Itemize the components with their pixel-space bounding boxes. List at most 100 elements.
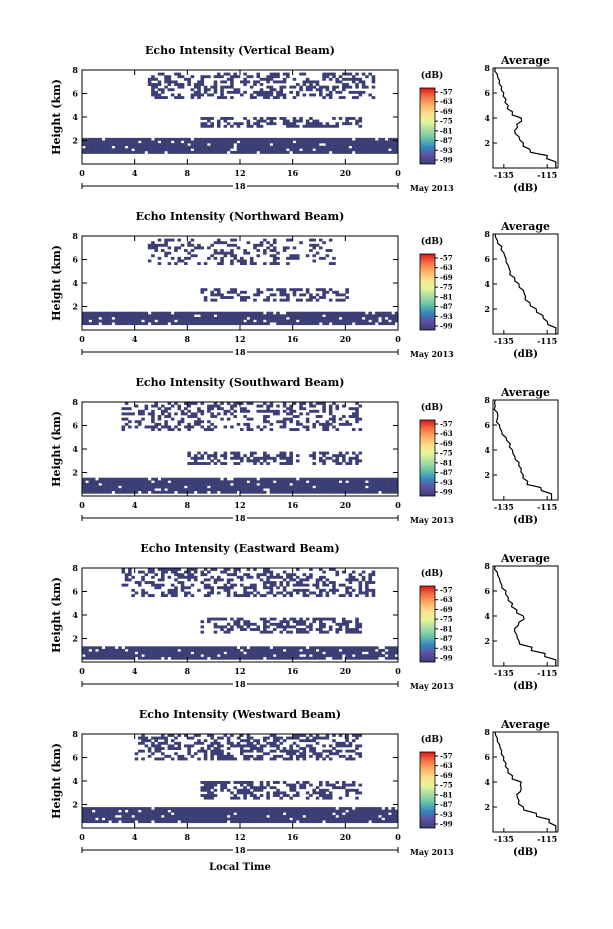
echo-cell <box>121 809 126 813</box>
echo-cell <box>342 454 346 458</box>
echo-cell <box>111 311 116 315</box>
echo-cell <box>170 488 175 492</box>
echo-cell <box>309 591 313 595</box>
echo-cell <box>203 482 208 486</box>
colorbar-tick-label: -99 <box>440 654 453 663</box>
echo-cell <box>154 814 159 818</box>
echo-cell <box>279 581 284 584</box>
echo-cell <box>299 311 303 315</box>
echo-cell <box>131 316 135 320</box>
echo-cell <box>200 412 205 416</box>
echo-cell <box>141 412 145 416</box>
echo-cell <box>289 462 293 465</box>
echo-cell <box>345 85 349 89</box>
x-tick-label: 0 <box>79 832 85 842</box>
echo-cell <box>332 588 336 592</box>
echo-cell <box>170 817 175 821</box>
echo-cell <box>174 651 178 655</box>
echo-cell <box>216 757 221 761</box>
echo-cell <box>345 311 349 315</box>
echo-cell <box>121 319 126 323</box>
echo-cell <box>243 117 247 120</box>
echo-cell <box>305 648 310 652</box>
echo-cell <box>253 117 257 120</box>
echo-cell <box>213 293 218 297</box>
echo-cell <box>88 316 93 320</box>
echo-cell <box>154 83 159 86</box>
echo-cell <box>151 319 155 323</box>
echo-cell <box>263 93 267 97</box>
echo-cell <box>351 451 356 455</box>
y-tick-label: 4 <box>72 776 78 786</box>
echo-cell <box>355 788 359 792</box>
echo-cell <box>299 316 303 320</box>
echo-cell <box>361 480 366 484</box>
echo-cell <box>105 319 109 323</box>
echo-cell <box>345 625 349 629</box>
echo-cell <box>164 407 168 411</box>
echo-cell <box>348 488 353 492</box>
echo-cell <box>246 809 251 813</box>
echo-cell <box>249 319 254 323</box>
echo-cell <box>144 137 149 141</box>
echo-cell <box>124 140 129 144</box>
echo-cell <box>266 246 270 250</box>
echo-cell <box>233 454 238 458</box>
echo-cell <box>319 490 323 494</box>
echo-cell <box>263 809 267 813</box>
echo-cell <box>384 809 389 813</box>
echo-cell <box>190 477 195 481</box>
echo-cell <box>197 80 201 84</box>
echo-cell <box>170 145 175 149</box>
echo-cell <box>190 744 195 748</box>
echo-cell <box>246 622 251 626</box>
echo-cell <box>200 630 205 634</box>
echo-cell <box>157 482 162 486</box>
echo-cell <box>164 322 168 326</box>
echo-cell <box>269 404 274 408</box>
echo-cell <box>351 415 356 418</box>
echo-cell <box>111 654 116 658</box>
echo-cell <box>240 480 244 484</box>
echo-cell <box>391 490 396 494</box>
echo-cell <box>85 145 89 149</box>
echo-cell <box>345 807 349 811</box>
echo-cell <box>184 744 188 748</box>
echo-cell <box>121 651 126 655</box>
echo-cell <box>95 137 99 141</box>
echo-cell <box>355 420 359 424</box>
echo-cell <box>121 412 126 416</box>
echo-cell <box>243 249 247 252</box>
echo-cell <box>144 736 149 740</box>
echo-cell <box>345 812 349 816</box>
echo-cell <box>177 319 182 323</box>
echo-cell <box>220 651 224 655</box>
echo-cell <box>328 817 333 821</box>
echo-cell <box>230 412 234 416</box>
echo-cell <box>147 656 152 660</box>
echo-cell <box>249 628 254 631</box>
echo-cell <box>325 480 330 484</box>
echo-cell <box>184 482 188 486</box>
echo-cell <box>322 809 326 813</box>
echo-cell <box>394 143 399 147</box>
echo-cell <box>276 482 280 486</box>
echo-cell <box>256 820 261 824</box>
average-y-tick-label: 4 <box>484 445 490 455</box>
echo-cell <box>371 814 376 818</box>
echo-cell <box>302 482 307 486</box>
echo-cell <box>388 143 392 147</box>
echo-cell <box>332 648 336 652</box>
echo-cell <box>223 757 228 761</box>
echo-cell <box>365 591 369 595</box>
echo-cell <box>312 656 317 660</box>
echo-cell <box>226 628 231 631</box>
echo-cell <box>302 425 307 429</box>
echo-cell <box>131 311 135 315</box>
echo-cell <box>147 259 152 263</box>
echo-cell <box>114 140 119 144</box>
echo-cell <box>263 739 267 743</box>
echo-cell <box>286 412 290 416</box>
echo-cell <box>203 817 208 821</box>
echo-cell <box>82 817 86 821</box>
